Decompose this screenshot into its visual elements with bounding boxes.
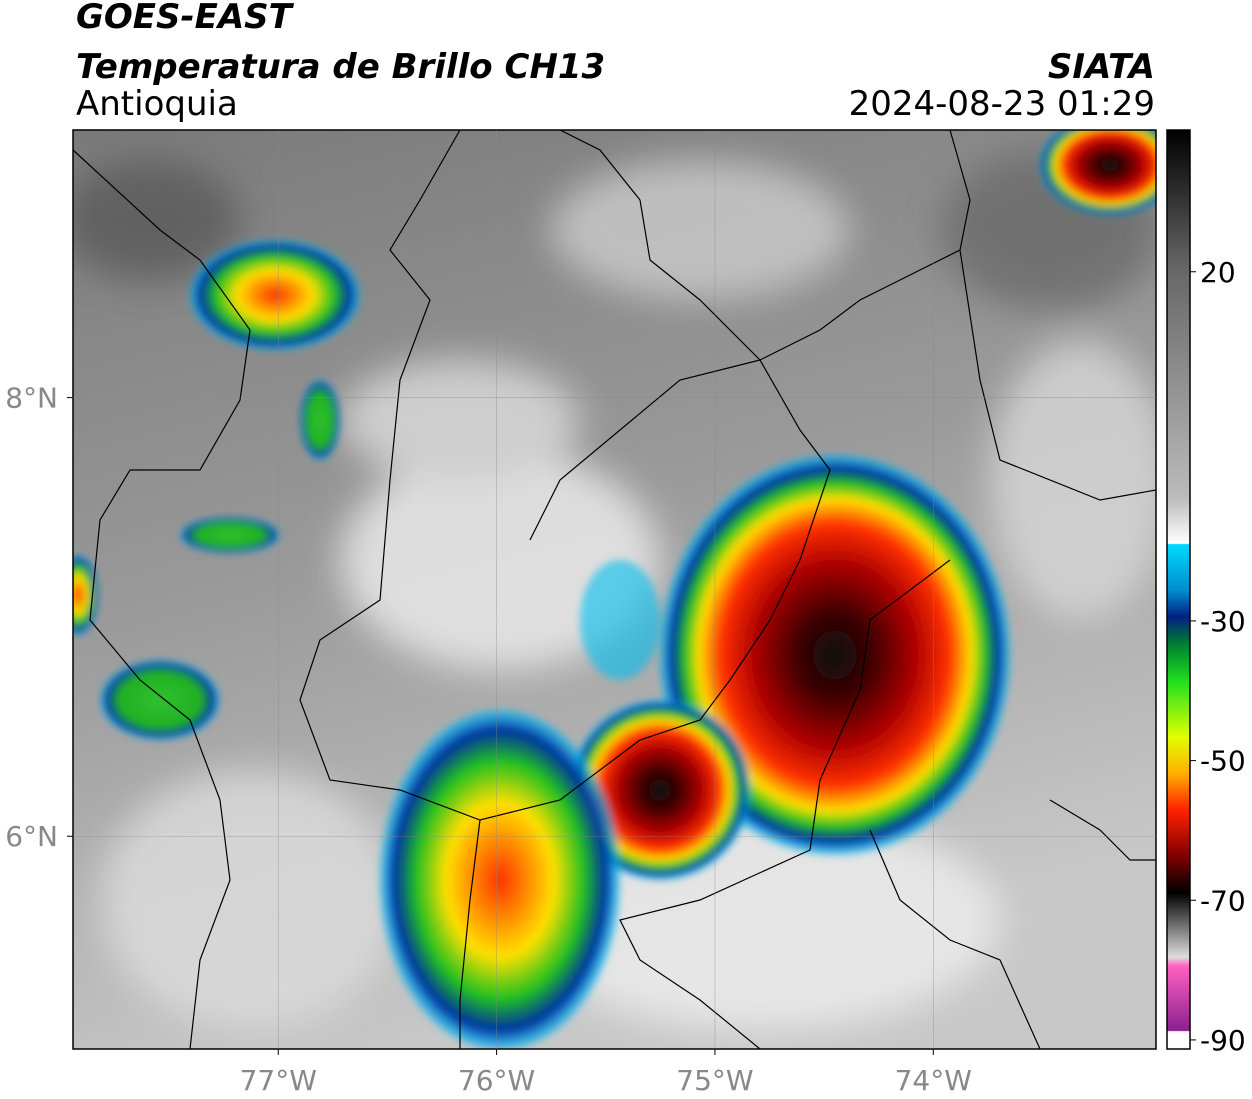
y-tick-label: 8°N	[5, 382, 58, 415]
y-tick-label: 6°N	[5, 820, 58, 853]
x-tick-label: 75°W	[676, 1064, 753, 1097]
colorbar-tick-label: 20	[1200, 256, 1236, 289]
map-area	[73, 130, 1156, 1049]
colorbar-tick-label: -90	[1200, 1024, 1246, 1057]
x-tick-label: 77°W	[240, 1064, 317, 1097]
source: SIATA	[1048, 47, 1155, 87]
colorbar-tick-label: -70	[1200, 884, 1246, 917]
map-frame	[72, 129, 1157, 1050]
colorbar	[1166, 129, 1191, 1050]
subtitle: Temperatura de Brillo CH13	[76, 47, 605, 87]
x-tick-label: 74°W	[895, 1064, 972, 1097]
region: Antioquia	[76, 84, 238, 124]
x-tick-label: 76°W	[458, 1064, 535, 1097]
title: GOES-EAST	[76, 0, 295, 37]
colorbar-tick-label: -50	[1200, 745, 1246, 778]
colorbar-tick-label: -30	[1200, 605, 1246, 638]
datetime: 2024-08-23 01:29	[849, 84, 1155, 124]
